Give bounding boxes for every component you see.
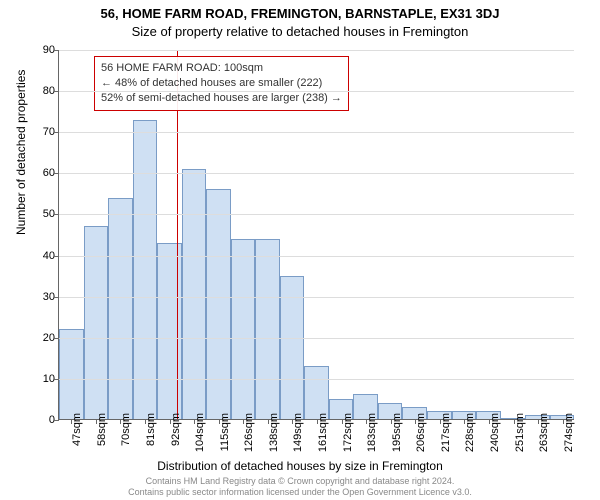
x-tick-mark	[464, 419, 465, 424]
y-tick-mark	[54, 338, 59, 339]
x-tick-label: 138sqm	[268, 413, 280, 452]
x-tick-mark	[292, 419, 293, 424]
x-tick-label: 172sqm	[342, 413, 354, 452]
x-tick-mark	[96, 419, 97, 424]
x-tick-label: 183sqm	[366, 413, 378, 452]
x-tick-label: 240sqm	[489, 413, 501, 452]
x-tick-label: 228sqm	[464, 413, 476, 452]
page-title-address: 56, HOME FARM ROAD, FREMINGTON, BARNSTAP…	[0, 0, 600, 21]
x-tick-mark	[243, 419, 244, 424]
y-tick-mark	[54, 214, 59, 215]
grid-line	[59, 50, 574, 51]
grid-line	[59, 297, 574, 298]
x-tick-mark	[219, 419, 220, 424]
histogram-bar	[133, 120, 158, 419]
histogram-bar	[182, 169, 207, 419]
footer-attribution: Contains HM Land Registry data © Crown c…	[0, 476, 600, 499]
y-tick-label: 0	[29, 414, 55, 426]
histogram-bar	[59, 329, 84, 419]
x-tick-mark	[440, 419, 441, 424]
x-tick-label: 58sqm	[96, 413, 108, 446]
y-tick-label: 50	[29, 208, 55, 220]
annotation-line1: 56 HOME FARM ROAD: 100sqm	[101, 61, 342, 76]
x-tick-mark	[194, 419, 195, 424]
grid-line	[59, 256, 574, 257]
y-tick-label: 90	[29, 44, 55, 56]
x-tick-label: 263sqm	[538, 413, 550, 452]
histogram-bar	[206, 189, 231, 419]
x-tick-mark	[415, 419, 416, 424]
x-tick-mark	[170, 419, 171, 424]
x-axis-label: Distribution of detached houses by size …	[0, 459, 600, 473]
x-tick-label: 217sqm	[440, 413, 452, 452]
x-tick-label: 81sqm	[145, 413, 157, 446]
x-tick-label: 206sqm	[415, 413, 427, 452]
x-tick-label: 161sqm	[317, 413, 329, 452]
page-title-subtitle: Size of property relative to detached ho…	[0, 21, 600, 39]
y-tick-mark	[54, 420, 59, 421]
y-tick-label: 70	[29, 126, 55, 138]
x-tick-mark	[366, 419, 367, 424]
x-tick-mark	[538, 419, 539, 424]
x-tick-mark	[489, 419, 490, 424]
x-tick-label: 115sqm	[219, 413, 231, 451]
x-tick-mark	[391, 419, 392, 424]
x-tick-mark	[342, 419, 343, 424]
y-tick-mark	[54, 379, 59, 380]
x-tick-label: 92sqm	[170, 413, 182, 446]
histogram-chart: 56 HOME FARM ROAD: 100sqm ← 48% of detac…	[58, 50, 574, 420]
annotation-line2: ← 48% of detached houses are smaller (22…	[101, 76, 342, 91]
x-tick-label: 274sqm	[563, 413, 575, 452]
x-tick-label: 47sqm	[71, 413, 83, 446]
y-axis-label: Number of detached properties	[14, 70, 28, 235]
y-tick-label: 40	[29, 250, 55, 262]
y-tick-mark	[54, 132, 59, 133]
x-tick-mark	[71, 419, 72, 424]
histogram-bar	[231, 239, 256, 419]
y-tick-mark	[54, 91, 59, 92]
footer-line1: Contains HM Land Registry data © Crown c…	[0, 476, 600, 487]
grid-line	[59, 338, 574, 339]
x-tick-mark	[145, 419, 146, 424]
y-tick-label: 10	[29, 373, 55, 385]
grid-line	[59, 214, 574, 215]
histogram-bar	[255, 239, 280, 419]
y-tick-mark	[54, 50, 59, 51]
y-tick-mark	[54, 173, 59, 174]
histogram-bar	[108, 198, 133, 419]
property-annotation-box: 56 HOME FARM ROAD: 100sqm ← 48% of detac…	[94, 56, 349, 111]
y-tick-label: 60	[29, 167, 55, 179]
y-tick-label: 30	[29, 291, 55, 303]
x-tick-label: 149sqm	[292, 413, 304, 452]
x-tick-mark	[120, 419, 121, 424]
grid-line	[59, 173, 574, 174]
x-tick-mark	[563, 419, 564, 424]
grid-line	[59, 132, 574, 133]
y-tick-mark	[54, 256, 59, 257]
x-tick-mark	[514, 419, 515, 424]
footer-line2: Contains public sector information licen…	[0, 487, 600, 498]
grid-line	[59, 379, 574, 380]
x-tick-mark	[268, 419, 269, 424]
x-tick-label: 104sqm	[194, 413, 206, 452]
annotation-line3: 52% of semi-detached houses are larger (…	[101, 91, 342, 106]
y-tick-label: 20	[29, 332, 55, 344]
x-tick-label: 195sqm	[391, 413, 403, 452]
y-tick-mark	[54, 297, 59, 298]
x-tick-label: 70sqm	[120, 413, 132, 446]
y-tick-label: 80	[29, 85, 55, 97]
histogram-bar	[304, 366, 329, 419]
x-tick-label: 126sqm	[243, 413, 255, 452]
x-tick-mark	[317, 419, 318, 424]
histogram-bar	[157, 243, 182, 419]
grid-line	[59, 91, 574, 92]
x-tick-label: 251sqm	[514, 413, 526, 452]
